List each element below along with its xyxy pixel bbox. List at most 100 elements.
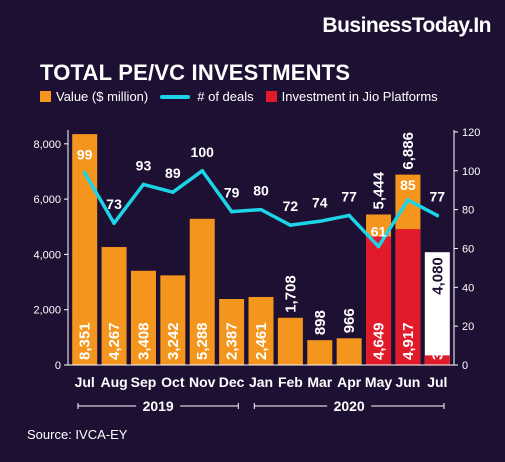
bar-value-label-9: 966 [341,308,358,333]
deals-label-0: 99 [77,147,93,163]
right-tick-label: 60 [462,243,474,255]
right-tick-label: 20 [462,321,474,333]
x-tick-label-2: Sep [131,374,157,390]
deals-point-8 [317,219,322,224]
right-tick-label: 80 [462,205,474,217]
deals-point-3 [171,190,175,194]
x-tick-label-12: Jul [427,374,447,390]
deals-line [82,168,440,249]
legend-label-jio: Investment in Jio Platforms [281,89,438,104]
year-label-0: 2019 [143,398,174,414]
bar-value-2 [130,270,156,365]
bar-value-1 [101,247,127,365]
bar-value-label-3: 3,242 [165,322,182,360]
right-tick-label: 100 [462,166,480,178]
deals-point-9 [347,213,351,218]
deals-label-12: 77 [430,188,446,204]
left-tick-label: 4,000 [33,249,61,261]
bar-value-5 [219,299,245,365]
legend-item-value: Value ($ million) [40,89,148,104]
x-tick-label-1: Aug [100,374,127,390]
x-tick-label-5: Dec [219,374,245,390]
left-tick-label: 8,000 [33,139,61,151]
chart-title: TOTAL PE/VC INVESTMENTS [40,60,351,85]
bars [72,134,450,365]
deals-label-1: 73 [106,196,122,212]
deals-point-6 [259,207,263,212]
x-tick-label-10: May [365,374,392,390]
legend: Value ($ million) # of deals Investment … [40,89,450,104]
bar-value-3 [160,275,186,365]
bar-value-label-11: 6,886 [400,132,417,170]
deals-label-9: 77 [341,188,357,204]
x-tick-label-3: Oct [161,374,185,390]
right-tick-label: 0 [462,360,468,372]
x-tick-label-9: Apr [337,374,362,390]
bar-value-label-7: 1,708 [282,275,299,313]
right-axis: 0 20 40 60 80 100 120 [453,127,480,372]
bar-value-4 [189,218,215,365]
bar-value-label-12: 4,080 [429,257,446,295]
x-tick-label-8: Mar [307,374,332,390]
left-tick-label: 0 [55,360,61,372]
deals-point-1 [112,221,116,226]
deals-point-4 [200,168,205,173]
year-label-1: 2020 [334,398,365,414]
deals-labels: 99 73 93 89 100 79 80 72 74 77 61 85 77 [77,144,445,240]
bar-jio-10 [366,236,392,365]
left-tick-label: 6,000 [33,194,61,206]
deals-label-4: 100 [191,144,215,160]
bar-jio-11 [395,229,421,365]
bar-labels: 8,351 4,267 3,408 3,242 5,288 2,387 2,461 1,708… [77,132,447,360]
x-tick-label-6: Jan [249,374,273,390]
legend-item-jio: Investment in Jio Platforms [265,89,438,104]
deals-point-10 [376,244,381,249]
bar-value-label-10: 5,444 [371,171,388,209]
deals-point-5 [229,209,234,214]
bar-jio-label-11: 4,917 [400,322,417,360]
legend-swatch-value [40,91,51,102]
deals-point-0 [82,170,87,175]
bar-value-12 [424,252,450,365]
legend-label-value: Value ($ million) [56,89,149,104]
bar-value-9 [336,338,362,365]
x-tick-label-11: Jun [395,374,420,390]
year-groups: 2019 2020 [77,398,445,414]
deals-point-2 [141,182,146,187]
deals-label-6: 80 [253,183,269,199]
bar-value-8 [307,340,333,365]
source-note: Source: IVCA-EY [27,427,128,442]
right-tick-label: 120 [462,127,480,139]
bar-jio-label-12: 349 [429,335,446,360]
bar-value-label-8: 898 [312,310,329,335]
x-tick-label-7: Feb [278,374,303,390]
deals-label-11: 85 [400,177,416,193]
deals-label-10: 61 [371,224,387,240]
bar-jio-label-10: 4,649 [371,322,388,360]
brand-logo: BusinessToday.In [322,14,491,37]
bar-jio-12 [424,355,450,365]
bar-value-6 [248,296,274,365]
deals-label-3: 89 [165,165,181,181]
left-tick-label: 2,000 [33,305,61,317]
deals-point-12 [435,213,440,218]
x-tick-label-4: Nov [189,374,216,390]
deals-label-2: 93 [136,157,152,173]
legend-line-deals [160,94,191,99]
right-tick-label: 40 [462,282,474,294]
legend-label-deals: # of deals [197,89,254,104]
deals-point-11 [406,198,410,202]
legend-swatch-jio [265,91,277,102]
legend-item-deals: # of deals [160,89,254,104]
bar-value-label-0: 8,351 [77,322,94,360]
bar-value-label-5: 2,387 [224,322,241,360]
x-tick-label-0: Jul [75,374,95,390]
bar-value-label-1: 4,267 [106,322,123,360]
bar-value-7 [277,317,303,365]
deals-point-7 [288,223,293,227]
deals-label-5: 79 [224,185,240,201]
deals-label-8: 74 [312,194,328,210]
bar-value-label-2: 3,408 [135,322,152,360]
bar-value-label-6: 2,461 [253,322,270,360]
